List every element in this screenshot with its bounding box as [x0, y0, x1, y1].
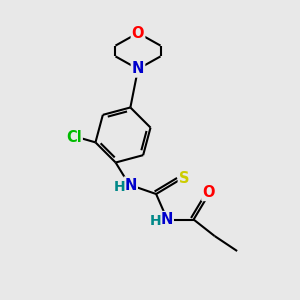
Text: Cl: Cl	[66, 130, 82, 146]
Text: H: H	[149, 214, 161, 228]
Text: N: N	[124, 178, 137, 193]
Text: N: N	[132, 61, 144, 76]
Text: O: O	[202, 185, 215, 200]
Text: H: H	[113, 179, 125, 194]
Text: O: O	[132, 26, 144, 40]
Text: N: N	[160, 212, 173, 227]
Text: S: S	[179, 171, 189, 186]
